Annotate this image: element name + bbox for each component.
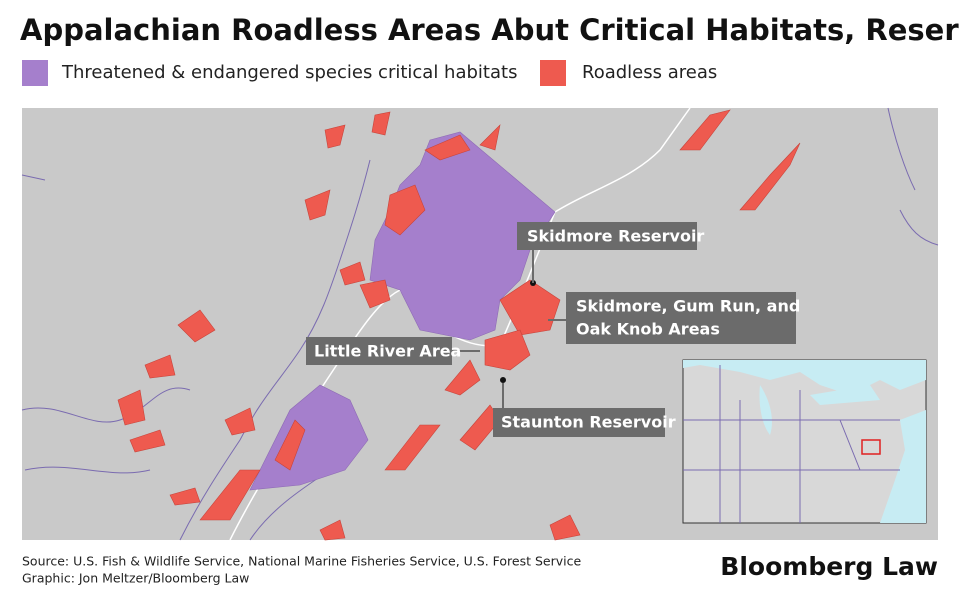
map-label: Little River Area (314, 342, 461, 361)
map-label: Skidmore Reservoir (527, 227, 704, 246)
map-label: Staunton Reservoir (501, 413, 676, 432)
legend-swatch (22, 60, 48, 86)
title: Appalachian Roadless Areas Abut Critical… (20, 13, 959, 47)
logo: Bloomberg Law (720, 552, 938, 581)
legend-swatch (540, 60, 566, 86)
credit: Graphic: Jon Meltzer/Bloomberg Law (22, 571, 249, 586)
legend-label: Roadless areas (582, 62, 717, 83)
source: Source: U.S. Fish & Wildlife Service, Na… (22, 554, 581, 569)
map-label: Skidmore, Gum Run, and (576, 297, 800, 316)
legend-label: Threatened & endangered species critical… (61, 62, 517, 83)
inset-map (682, 359, 927, 524)
map-label: Oak Knob Areas (576, 320, 720, 339)
map: Skidmore Reservoir Skidmore, Gum Run, an… (21, 107, 939, 541)
